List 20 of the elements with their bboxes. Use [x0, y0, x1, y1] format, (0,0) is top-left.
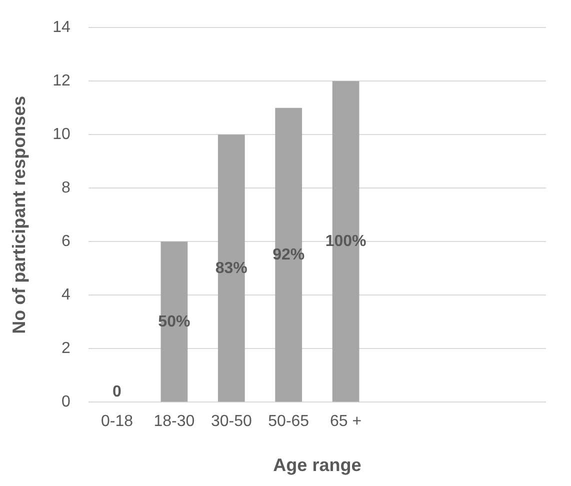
x-tick-label: 65 + [330, 413, 362, 430]
y-axis-title: No of participant responses [8, 96, 29, 334]
x-tick-label: 30-50 [210, 413, 252, 430]
bar [275, 108, 302, 402]
y-tick-label: 0 [61, 394, 70, 411]
x-tick-label: 0-18 [100, 413, 134, 430]
x-tick-label: 18-30 [154, 413, 195, 430]
y-tick-label: 6 [61, 233, 70, 250]
bar [218, 134, 245, 402]
y-tick-label: 2 [61, 340, 70, 358]
x-tick-label: 50-65 [268, 413, 310, 430]
bar [160, 242, 188, 402]
annotation: 0 [112, 384, 122, 401]
annotation: 100% [325, 233, 366, 250]
y-tick-label: 8 [61, 180, 70, 197]
y-tick-label: 12 [52, 72, 70, 90]
x-axis-title: Age range [273, 455, 362, 476]
y-tick-label: 14 [52, 19, 70, 36]
y-tick-label: 4 [61, 286, 70, 304]
y-tick-label: 10 [52, 126, 70, 144]
